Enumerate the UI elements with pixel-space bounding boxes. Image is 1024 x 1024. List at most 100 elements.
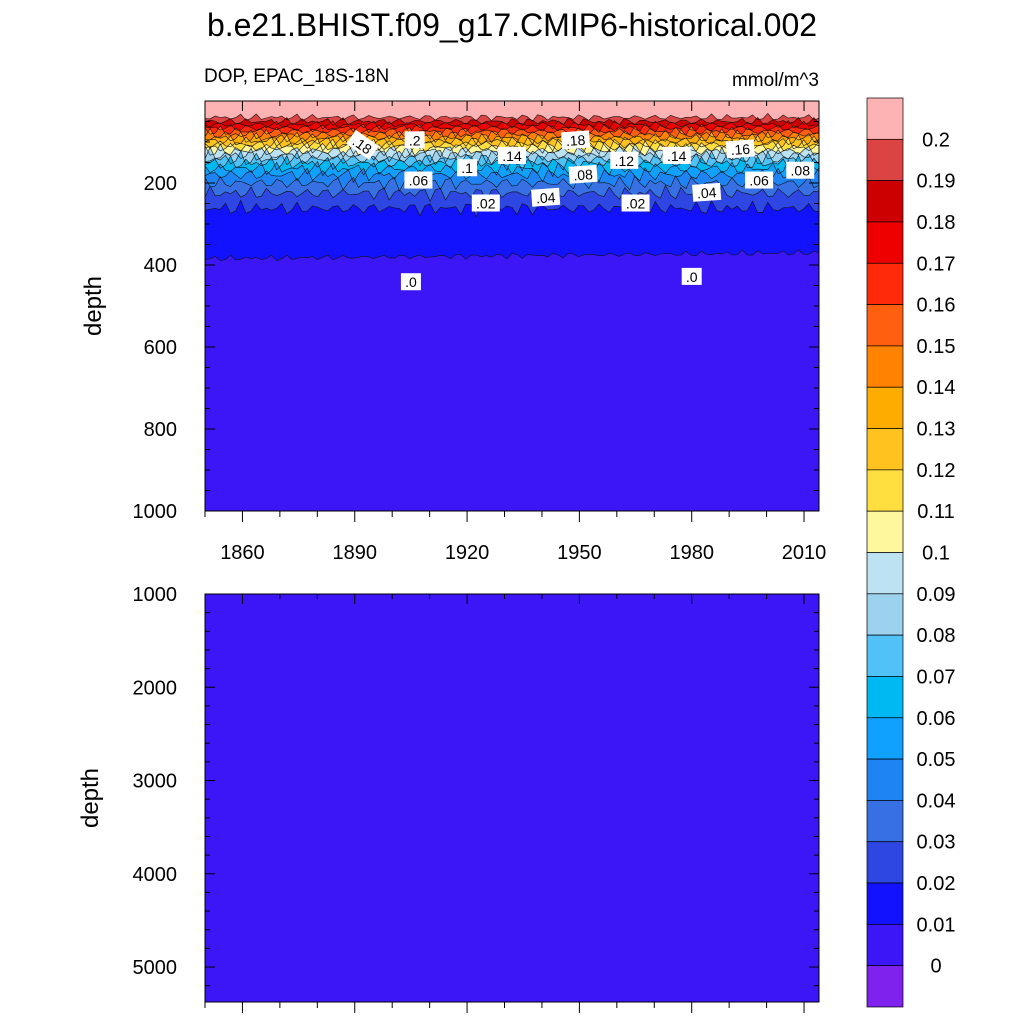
x-tick-label: 1860 [220,542,265,564]
contour-line-0.1 [204,140,820,156]
colorbar-box [866,97,904,140]
lower-fill [205,594,819,1002]
y-tick-label: 5000 [133,957,178,979]
colorbar-label: 0.02 [917,873,956,895]
lower-plot-frame [204,593,820,1003]
colorbar-label: 0.15 [917,336,956,358]
colorbar-label: 0.14 [917,377,956,399]
contour-line-0.19 [204,112,820,122]
colorbar-box [866,138,904,181]
colorbar-box [866,593,904,636]
contour-label: .08 [568,164,598,184]
colorbar-box [866,924,904,967]
contour-label: .0 [400,273,421,291]
colorbar-label: 0.13 [917,419,956,441]
contour-label: .14 [662,146,691,164]
colorbar-label: 0.12 [917,460,956,482]
units-label: mmol/m^3 [732,70,819,91]
contour-line-0.03 [204,175,820,192]
contour-line-0.18 [204,116,820,127]
contour-label: .1 [457,159,478,177]
svg-text:.08: .08 [791,163,811,179]
colorbar-box [866,552,904,595]
colorbar-box [866,345,904,388]
contour-line-0 [204,249,820,262]
colorbar-box [866,428,904,471]
x-tick-label: 1980 [669,542,714,564]
upper-ylabel: depth [80,276,107,336]
colorbar-box [866,676,904,719]
svg-text:.08: .08 [573,166,594,183]
colorbar-box [866,510,904,553]
svg-text:.16: .16 [730,141,751,158]
colorbar-label: 0.18 [917,212,956,234]
contour-label: .06 [404,171,433,189]
svg-text:.02: .02 [476,196,496,212]
colorbar-box [866,965,904,1008]
svg-text:.04: .04 [535,189,556,206]
colorbar-label: 0.19 [917,171,956,193]
colorbar-label: 0.17 [917,253,956,275]
y-tick-label: 3000 [133,771,178,793]
svg-text:.14: .14 [502,148,522,164]
contour-label: .18 [561,130,591,150]
contour-label: .02 [621,194,650,212]
y-tick-label: 1000 [133,584,178,606]
svg-text:.04: .04 [696,184,717,201]
x-tick-label: 1890 [333,542,378,564]
contour-line-0.16 [204,122,820,134]
colorbar-box [866,717,904,760]
colorbar-label: 0.05 [917,749,956,771]
colorbar: 0.2 0.19 0.18 0.17 0.16 0.15 0.14 0.13 0.12 0.11 0… [866,97,956,1008]
contour-label: .04 [531,187,561,207]
colorbar-label: 0.11 [917,501,954,523]
colorbar-box [866,386,904,429]
svg-text:.0: .0 [686,269,698,285]
y-tick-label: 800 [144,419,177,441]
svg-text:.1: .1 [461,160,473,176]
colorbar-label: 0.16 [917,295,956,317]
lower-panel: 1000 2000 3000 4000 5000 depth [77,584,820,1013]
x-tick-label: 1920 [445,542,490,564]
colorbar-box [866,800,904,843]
contour-label: .06 [745,171,774,189]
colorbar-label: 0.1 [922,543,950,565]
colorbar-box [866,758,904,801]
contour-label: .14 [498,146,526,164]
variable-label: DOP, EPAC_18S-18N [204,66,389,87]
colorbar-box [866,304,904,347]
chart-title: b.e21.BHIST.f09_g17.CMIP6-historical.002 [207,7,817,43]
upper-panel: .18.2.14.18.12.14.16.06.1.08.06.08.04.02… [80,100,826,564]
svg-text:.02: .02 [626,196,646,212]
contour-line-0.01 [204,199,820,218]
contour-label: .16 [725,139,755,159]
y-tick-label: 400 [144,255,177,277]
upper-contour-labels: .18.2.14.18.12.14.16.06.1.08.06.08.04.02… [346,129,815,291]
contour-line-0.05 [204,159,820,178]
colorbar-label: 0.08 [917,625,956,647]
y-tick-label: 2000 [133,677,178,699]
svg-text:.06: .06 [749,173,769,189]
contour-label: .02 [471,194,500,212]
contour-label: .12 [610,151,639,169]
contour-line-0.14 [204,128,820,141]
contour-line-0.15 [204,125,820,138]
contour-label: .2 [404,131,425,149]
y-tick-label: 200 [144,173,177,195]
colorbar-label: 0.09 [917,584,956,606]
colorbar-label: 0.07 [917,666,956,688]
contour-line-0.17 [204,120,819,130]
y-tick-label: 600 [144,337,177,359]
contour-label: .04 [692,182,722,202]
colorbar-box [866,469,904,512]
lower-ylabel: depth [77,768,104,828]
contour-line-0.04 [204,167,820,183]
colorbar-box [866,262,904,305]
svg-text:.12: .12 [615,153,635,169]
colorbar-label: 0.04 [917,790,956,812]
colorbar-label: 0.01 [917,914,956,936]
x-tick-label: 1950 [557,542,602,564]
colorbar-box [866,882,904,925]
svg-text:.14: .14 [667,148,687,164]
